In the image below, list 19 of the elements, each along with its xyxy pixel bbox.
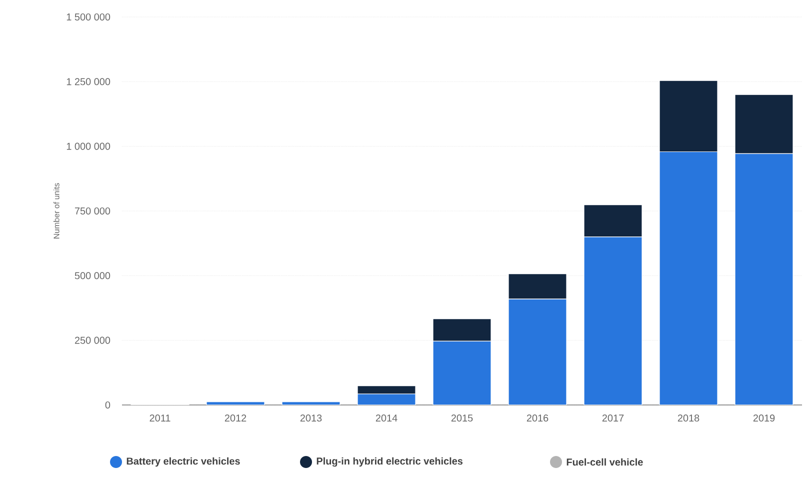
- y-tick-label: 1 000 000: [66, 142, 110, 150]
- y-tick-label: 0: [105, 401, 110, 409]
- x-tick-label: 2014: [376, 414, 398, 422]
- legend-label: Plug-in hybrid electric vehicles: [316, 457, 463, 467]
- x-tick-label: 2012: [224, 414, 246, 422]
- legend-label: Fuel-cell vehicle: [566, 458, 643, 466]
- x-tick-label: 2015: [451, 414, 473, 422]
- y-tick-label: 1 250 000: [66, 78, 110, 86]
- legend-label: Battery electric vehicles: [126, 457, 240, 467]
- y-tick-label: 250 000: [74, 336, 110, 344]
- y-tick-label: 750 000: [74, 207, 110, 215]
- x-tick-label: 2017: [602, 414, 624, 422]
- x-tick-label: 2011: [150, 414, 170, 422]
- x-tick-label: 2016: [526, 414, 548, 422]
- y-tick-label: 1 500 000: [66, 13, 110, 21]
- y-tick-label: 500 000: [74, 272, 110, 280]
- x-tick-label: 2018: [678, 414, 700, 422]
- x-tick-label: 2013: [300, 414, 322, 422]
- x-tick-label: 2019: [753, 414, 775, 422]
